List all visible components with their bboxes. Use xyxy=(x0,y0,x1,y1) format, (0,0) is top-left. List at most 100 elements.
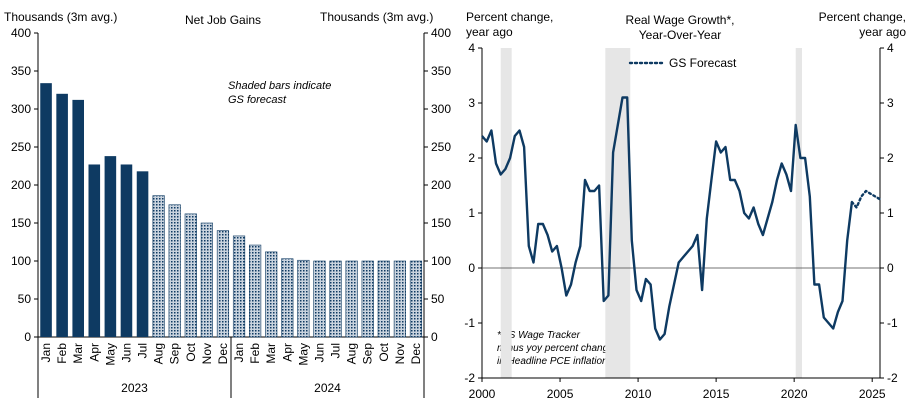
month-tick-label: Apr xyxy=(280,343,294,362)
month-tick-label: Feb xyxy=(55,343,69,364)
forecast-bar xyxy=(249,244,262,338)
right-y-tick-label-right: 1 xyxy=(887,206,894,220)
recession-band xyxy=(795,48,802,378)
month-tick-label: Jan xyxy=(39,343,53,362)
month-tick-label: Aug xyxy=(345,343,359,364)
right-y-tick-label-left: -2 xyxy=(464,371,475,385)
left-y-tick-label-right: 100 xyxy=(431,254,451,268)
month-tick-label: Nov xyxy=(200,343,214,364)
month-tick-label: Dec xyxy=(409,343,423,364)
forecast-bar xyxy=(313,260,326,338)
month-tick-label: Jun xyxy=(119,343,133,362)
actual-bar xyxy=(72,99,84,337)
forecast-bar xyxy=(232,235,246,338)
footnote-line-2: minus yoy percent change xyxy=(497,343,614,354)
left-y-tick-label-right: 400 xyxy=(431,26,451,40)
left-y-tick-label-left: 200 xyxy=(11,178,31,192)
month-tick-label: Aug xyxy=(152,343,166,364)
forecast-bar xyxy=(329,260,342,338)
right-y-tick-label-right: 2 xyxy=(887,151,894,165)
right-x-tick-label: 2005 xyxy=(547,387,574,401)
left-y-tick-label-right: 200 xyxy=(431,178,451,192)
month-tick-label: Feb xyxy=(248,343,262,364)
right-y-tick-label-right: 0 xyxy=(887,261,894,275)
left-y-tick-label-left: 350 xyxy=(11,64,31,78)
month-tick-label: Dec xyxy=(216,343,230,364)
recession-band xyxy=(500,48,512,378)
recession-band xyxy=(605,48,631,378)
right-y-tick-label-right: 3 xyxy=(887,96,894,110)
right-y-tick-label-right: 4 xyxy=(887,41,894,55)
right-x-tick-label: 2015 xyxy=(703,387,730,401)
right-y-label-left-line-1: Percent change, xyxy=(466,10,553,24)
month-tick-label: Nov xyxy=(393,343,407,364)
left-y-tick-label-left: 50 xyxy=(18,292,32,306)
month-tick-label: May xyxy=(103,343,117,366)
left-y-tick-label-right: 250 xyxy=(431,140,451,154)
month-tick-label: Sep xyxy=(168,343,182,365)
actual-bar xyxy=(104,156,117,337)
left-y-tick-label-right: 50 xyxy=(431,292,445,306)
forecast-bar xyxy=(297,259,310,338)
right-y-label-left-line-2: year ago xyxy=(466,25,513,39)
forecast-bar xyxy=(265,251,278,338)
left-y-tick-label-right: 350 xyxy=(431,64,451,78)
right-y-tick-label-left: 3 xyxy=(468,96,475,110)
month-tick-label: Jan xyxy=(232,343,246,362)
forecast-bar xyxy=(200,222,213,338)
forecast-bar xyxy=(168,204,181,338)
left-y-label-left: Thousands (3m avg.) xyxy=(4,10,117,24)
right-y-label-right-line-1: Percent change, xyxy=(819,10,906,24)
right-y-tick-label-left: 2 xyxy=(468,151,475,165)
forecast-bar xyxy=(361,260,374,338)
right-y-tick-label-left: 4 xyxy=(468,41,475,55)
left-y-tick-label-left: 300 xyxy=(11,102,31,116)
right-chart-title-line-1: Real Wage Growth*, xyxy=(626,13,735,27)
right-y-label-right-line-2: year ago xyxy=(859,25,906,39)
forecast-bar xyxy=(184,213,197,338)
left-y-tick-label-left: 100 xyxy=(11,254,31,268)
actual-bar xyxy=(56,93,68,337)
forecast-bar xyxy=(152,195,165,338)
left-annotation-line-1: Shaded bars indicate xyxy=(228,80,331,92)
left-y-tick-label-right: 300 xyxy=(431,102,451,116)
forecast-bar xyxy=(345,260,358,338)
left-y-tick-label-left: 0 xyxy=(24,330,31,344)
month-tick-label: Sep xyxy=(361,343,375,365)
right-y-tick-label-right: -1 xyxy=(887,316,898,330)
forecast-series-line xyxy=(850,189,882,209)
month-tick-label: Jun xyxy=(312,343,326,362)
forecast-bar xyxy=(377,260,390,338)
left-annotation-line-2: GS forecast xyxy=(228,94,287,106)
right-x-tick-label: 2000 xyxy=(469,387,496,401)
month-tick-label: Mar xyxy=(264,343,278,364)
left-y-label-right: Thousands (3m avg.) xyxy=(320,10,433,24)
forecast-bar xyxy=(216,230,230,338)
actual-bar xyxy=(40,83,52,337)
actual-bar xyxy=(136,171,149,337)
month-tick-label: Jul xyxy=(329,343,343,358)
forecast-bar xyxy=(393,260,406,338)
actual-bar xyxy=(120,164,133,337)
left-y-tick-label-left: 150 xyxy=(11,216,31,230)
right-x-tick-label: 2020 xyxy=(781,387,808,401)
month-tick-label: Oct xyxy=(184,342,198,361)
footnote-line-3: in Headline PCE inflation xyxy=(497,356,608,367)
right-y-tick-label-right: -2 xyxy=(887,371,898,385)
left-y-tick-label-left: 250 xyxy=(11,140,31,154)
footnote-line-1: *GS Wage Tracker xyxy=(497,330,581,341)
month-tick-label: Apr xyxy=(87,343,101,362)
month-tick-label: Oct xyxy=(377,342,391,361)
left-y-tick-label-left: 400 xyxy=(11,26,31,40)
year-group-label: 2024 xyxy=(314,381,341,395)
month-tick-label: Jul xyxy=(136,343,150,358)
legend-label-forecast: GS Forecast xyxy=(669,56,737,70)
forecast-bar xyxy=(281,258,294,338)
real-wage-series-line xyxy=(481,96,854,341)
right-y-tick-label-left: 1 xyxy=(468,206,475,220)
month-tick-label: May xyxy=(296,343,310,366)
right-y-tick-label-left: -1 xyxy=(464,316,475,330)
left-y-tick-label-right: 0 xyxy=(431,330,438,344)
